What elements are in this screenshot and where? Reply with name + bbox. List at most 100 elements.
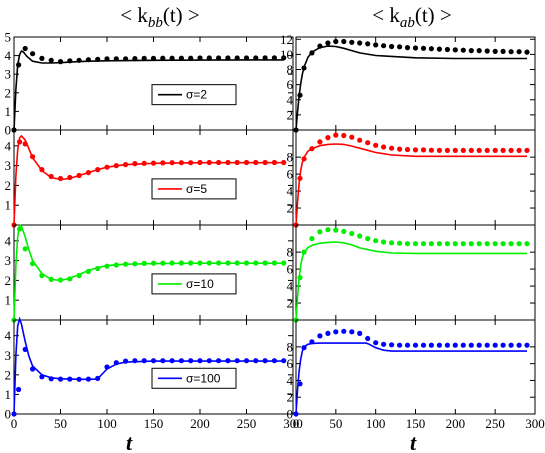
panel-frame	[13, 319, 294, 415]
right-panel-4: 0 50 100 150 200 250 300 0 2 4 6 8	[287, 319, 545, 431]
x-tick-label: 250	[485, 416, 505, 431]
data-point	[67, 376, 73, 382]
data-point	[271, 358, 277, 364]
data-point	[476, 48, 482, 54]
data-point	[85, 57, 91, 63]
data-point	[57, 175, 64, 182]
data-point	[420, 342, 427, 348]
data-point	[460, 241, 466, 247]
data-point	[123, 358, 129, 364]
y-tick-label: 4	[287, 373, 294, 388]
y-tick-label: 3	[5, 67, 12, 82]
y-tick-label: 4	[5, 233, 12, 248]
data-point	[95, 56, 101, 62]
y-tick-label: 6	[287, 262, 294, 277]
data-point	[524, 342, 530, 348]
data-point	[444, 342, 450, 348]
data-point	[492, 241, 498, 247]
data-point	[57, 376, 64, 382]
data-point	[197, 260, 203, 266]
data-point	[29, 366, 36, 372]
right-x-axis-label: t	[410, 430, 417, 453]
data-point	[113, 262, 119, 268]
data-point	[428, 46, 434, 52]
data-point	[243, 260, 250, 266]
data-point	[216, 55, 222, 61]
data-point	[48, 57, 54, 63]
right-column-title: < kab(t) >	[372, 3, 452, 31]
data-point	[500, 342, 506, 348]
data-point	[22, 346, 28, 352]
data-point	[349, 329, 355, 335]
data-point	[420, 241, 427, 247]
data-point	[160, 260, 166, 266]
data-point	[460, 47, 466, 53]
data-point	[225, 260, 231, 266]
data-point	[297, 175, 303, 181]
data-point	[169, 358, 175, 364]
data-point	[301, 345, 307, 351]
data-point	[444, 147, 450, 153]
x-tick-label: 50	[54, 416, 67, 431]
data-point	[141, 55, 147, 62]
data-point	[206, 55, 212, 61]
left-panel-3: 1 2 3 4 σ=10	[5, 223, 294, 323]
data-point	[141, 358, 147, 364]
data-point	[132, 161, 138, 167]
series-line	[295, 241, 527, 321]
left-x-axis-label: t	[126, 430, 133, 453]
y-tick-label: 4	[287, 184, 294, 199]
data-point	[508, 241, 514, 247]
data-point	[404, 241, 411, 247]
data-point	[85, 268, 91, 275]
data-point	[48, 276, 54, 282]
data-point	[188, 358, 194, 364]
data-point	[160, 160, 166, 166]
data-point	[444, 241, 450, 247]
data-point	[357, 233, 363, 239]
y-tick-label: 8	[287, 245, 294, 260]
y-tick-label: 2	[5, 273, 12, 288]
data-point	[123, 162, 129, 168]
data-point	[234, 55, 240, 61]
y-tick-label: 2	[5, 178, 12, 193]
data-point	[262, 55, 268, 61]
data-point	[341, 38, 347, 45]
data-point	[452, 241, 458, 247]
data-point	[333, 227, 339, 233]
data-point	[357, 330, 363, 336]
data-point	[281, 358, 287, 364]
right-panel-2: 2 4 6 8	[287, 129, 536, 228]
data-point	[365, 140, 371, 146]
data-point	[16, 386, 22, 393]
legend-box: σ=5	[151, 178, 237, 200]
data-point	[188, 55, 194, 61]
panel-frame	[295, 224, 536, 321]
data-point	[420, 147, 427, 153]
x-tick-label: 150	[406, 416, 426, 431]
data-point	[484, 241, 490, 247]
data-point	[468, 48, 474, 54]
y-tick-label: 2	[287, 296, 294, 311]
data-point	[341, 132, 347, 139]
data-point	[500, 147, 506, 153]
data-point	[104, 164, 110, 170]
y-tick-label: 1	[5, 198, 12, 213]
right-title-tail: (t) >	[415, 3, 452, 27]
data-point	[381, 341, 387, 347]
data-point	[381, 144, 387, 150]
data-point	[452, 147, 458, 153]
data-point	[373, 238, 379, 244]
y-tick-label: 8	[287, 150, 294, 165]
data-point	[508, 342, 514, 348]
data-point	[150, 358, 157, 364]
y-tick-label: 3	[5, 158, 12, 173]
y-tick-label: 1	[5, 387, 12, 402]
data-point	[113, 56, 119, 62]
data-point	[206, 159, 212, 166]
data-point	[76, 57, 82, 63]
y-tick-label: 2	[287, 390, 294, 405]
data-point	[468, 342, 474, 348]
data-point	[234, 260, 240, 266]
